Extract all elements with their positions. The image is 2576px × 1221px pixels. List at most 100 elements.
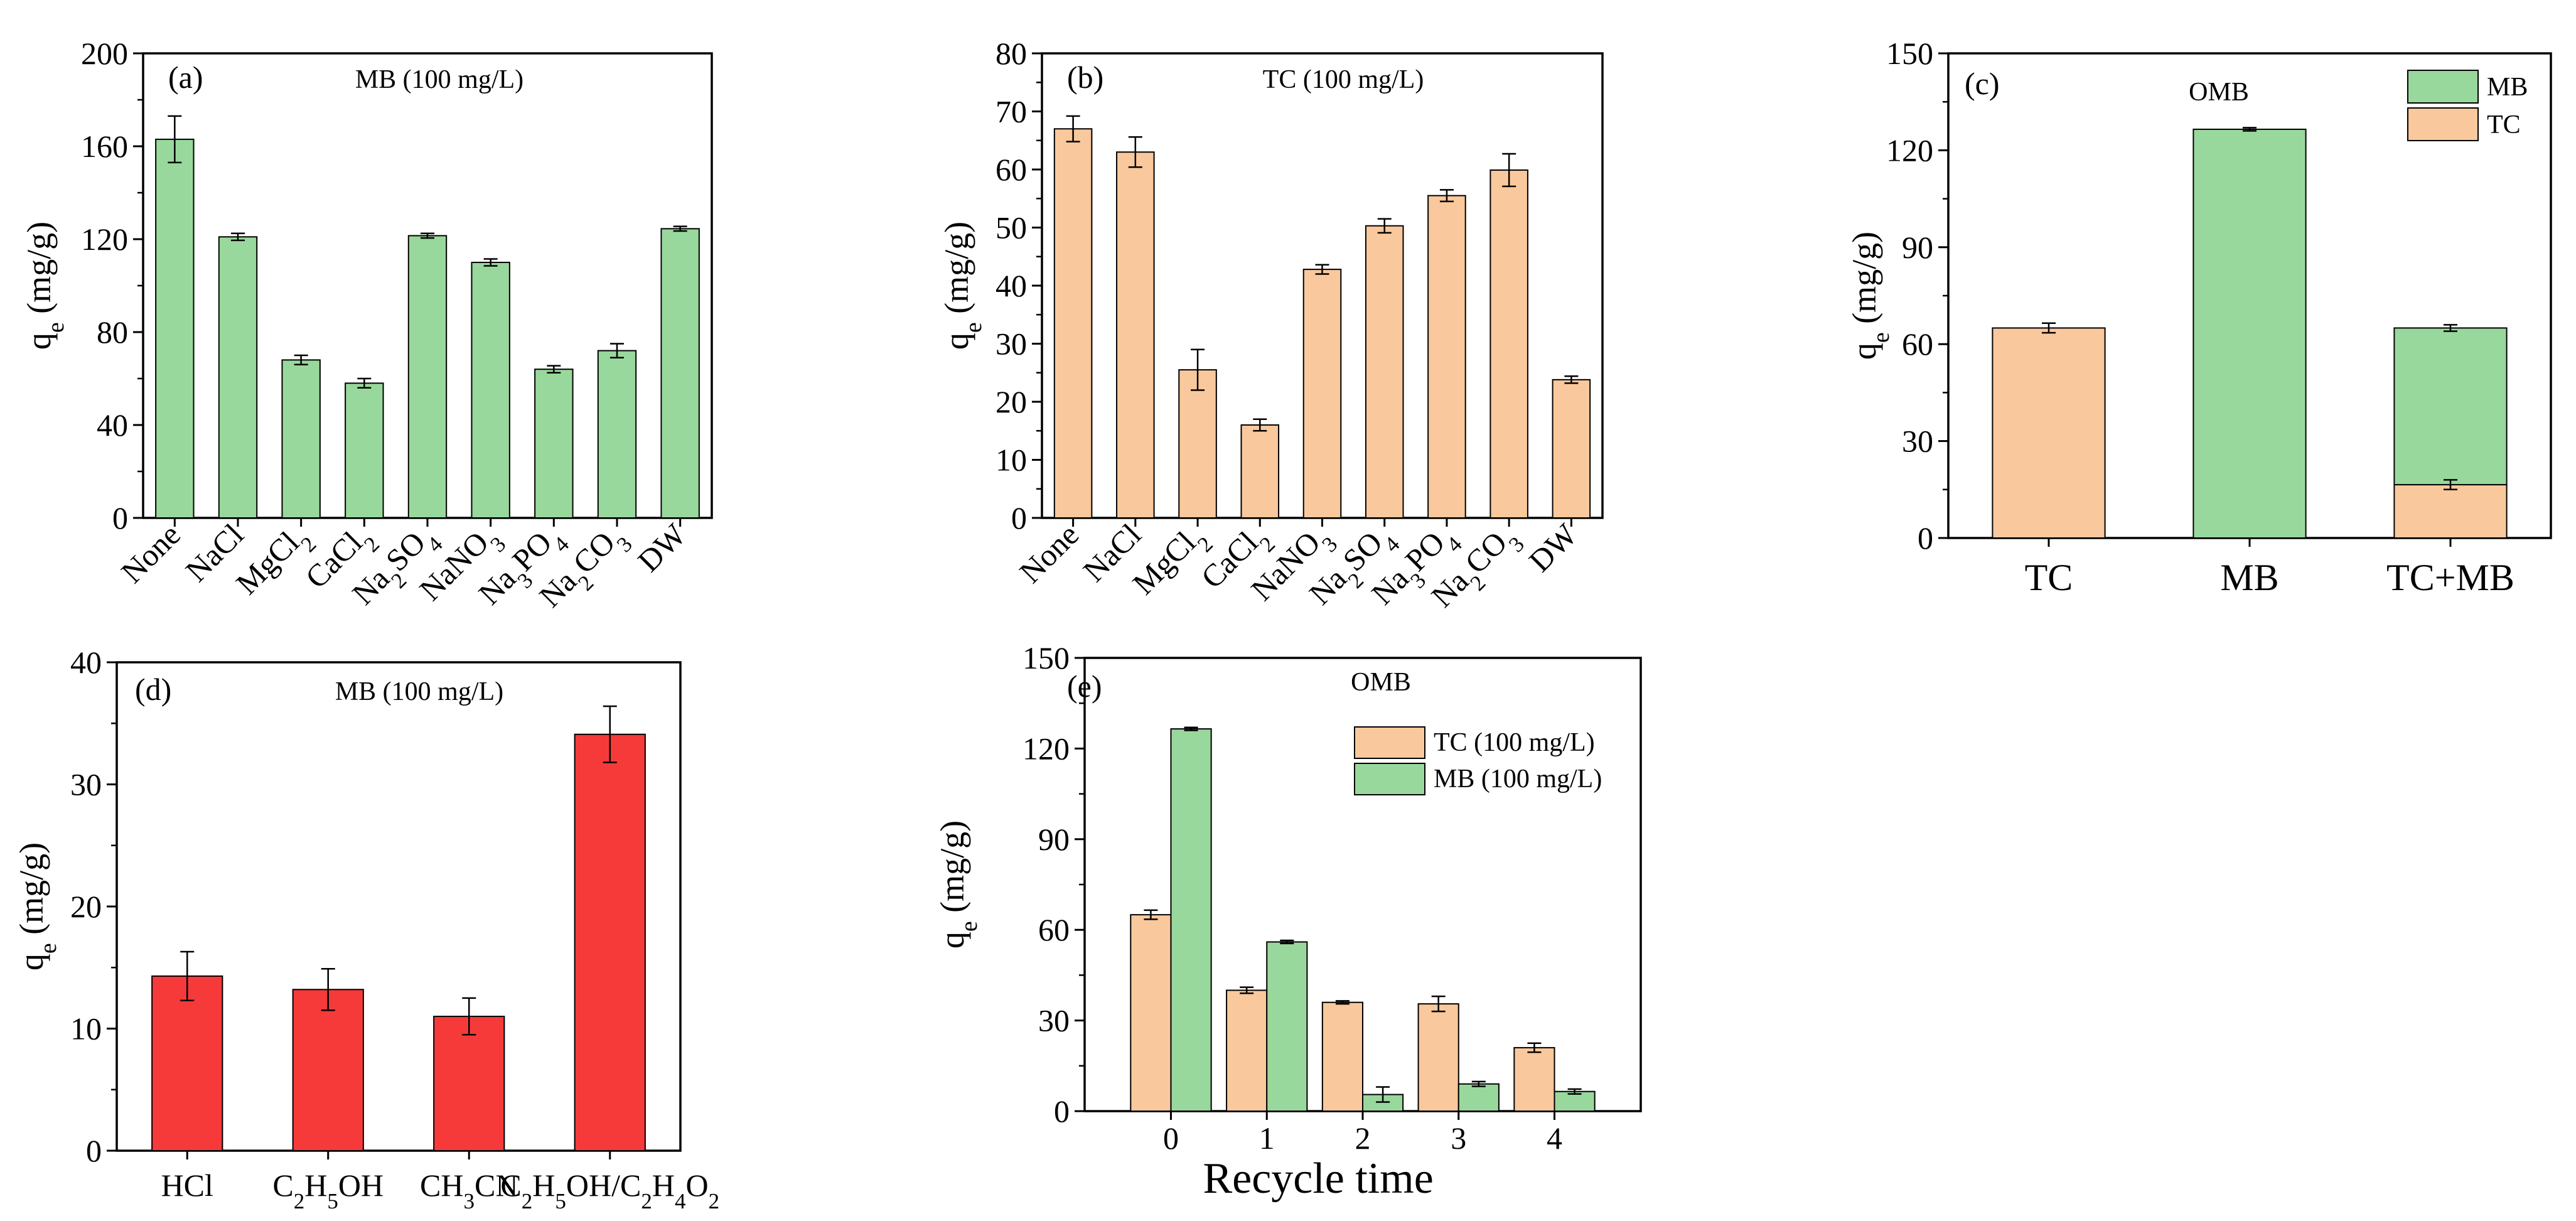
y-axis-label: qe (mg/g) [13, 842, 62, 971]
panel-label: (d) [135, 672, 171, 707]
label-part: H [652, 1168, 675, 1203]
label-part: 2 [641, 1189, 652, 1213]
label-part: CH [420, 1168, 463, 1203]
y-tick-label: 160 [81, 129, 128, 164]
x-tick-label: 4 [1547, 1121, 1562, 1156]
label-part: Na [471, 561, 522, 611]
bar-4 [574, 733, 646, 1151]
y-tick-label: 90 [1038, 822, 1070, 857]
annotation: OMB [2189, 78, 2249, 107]
bar-6 [471, 262, 510, 519]
category-label: DW [1522, 517, 1584, 579]
label-part: 5 [327, 1189, 338, 1213]
y-tick-label: 70 [996, 94, 1027, 129]
bar-9 [660, 228, 700, 519]
label-part: 5 [555, 1189, 566, 1213]
x-tick-label: 3 [1451, 1121, 1466, 1156]
category-label: MB [2220, 557, 2278, 598]
label-part: DW [631, 517, 693, 579]
bar-mb-0 [1170, 728, 1212, 1112]
bar-7 [1427, 195, 1466, 519]
legend-entry: MB [2487, 73, 2528, 102]
label-part: DW [1522, 517, 1584, 579]
label-part: 2 [294, 1189, 305, 1213]
bar-TC-3 [2393, 484, 2508, 539]
legend-swatch-mb [1354, 763, 1425, 795]
category-label: CH3CN [420, 1168, 518, 1213]
annotation: MB (100 mg/L) [355, 65, 523, 94]
x-tick-label: 0 [1163, 1121, 1179, 1156]
y-tick-label: 60 [1902, 326, 1933, 362]
label-part: 2 [709, 1189, 720, 1213]
ylabel-sub: e [35, 943, 62, 954]
legend-entry: TC [2487, 110, 2521, 139]
category-label: Na2CO3 [532, 517, 636, 621]
ylabel-main: q [20, 333, 58, 350]
bar-TC-1 [1992, 327, 2106, 539]
y-tick-label: 120 [81, 222, 128, 257]
y-tick-label: 0 [1918, 520, 1933, 556]
annotation: MB (100 mg/L) [335, 677, 503, 706]
ylabel-main: q [938, 333, 975, 350]
category-label: HCl [161, 1168, 213, 1203]
category-label: TC [2025, 557, 2073, 598]
label-part: H [304, 1168, 327, 1203]
bar-tc-2 [1321, 1001, 1363, 1112]
y-tick-label: 40 [97, 407, 128, 443]
legend-swatch-MB [2407, 70, 2479, 104]
bar-5 [1302, 269, 1342, 519]
y-tick-label: 80 [97, 315, 128, 350]
panel-label: (a) [168, 60, 203, 95]
bar-tc-3 [1417, 1003, 1459, 1112]
bar-3 [1178, 369, 1217, 519]
bar-7 [534, 368, 574, 519]
y-tick-label: 80 [996, 36, 1027, 71]
bar-2 [1116, 151, 1155, 519]
y-tick-label: 20 [70, 889, 102, 924]
bar-tc-1 [1226, 989, 1268, 1112]
y-tick-label: 30 [996, 326, 1027, 362]
x-axis-label: Recycle time [1203, 1154, 1433, 1203]
panel-b: 01020304050607080NoneNaClMgCl2CaCl2NaNO3… [938, 36, 1604, 614]
legend-entry: MB (100 mg/L) [1434, 765, 1602, 793]
label-part: 4 [675, 1189, 686, 1213]
label-part: CO [1458, 525, 1514, 581]
y-tick-label: 50 [996, 210, 1027, 245]
y-tick-label: 40 [70, 645, 102, 680]
y-tick-label: 150 [1886, 36, 1933, 71]
annotation: OMB [1351, 668, 1411, 697]
legend-swatch-tc [1354, 726, 1425, 759]
panel-a: 04080120160200NoneNaClMgCl2CaCl2Na2SO4Na… [20, 36, 713, 621]
category-label: TC+MB [2386, 557, 2514, 598]
category-label: C2H5OH [272, 1168, 384, 1213]
panel-label: (b) [1067, 60, 1103, 95]
y-tick-label: 30 [1038, 1003, 1070, 1038]
label-part: HCl [161, 1168, 213, 1203]
bar-1 [151, 975, 223, 1151]
y-tick-label: 90 [1902, 230, 1933, 265]
label-part: Na [1302, 561, 1353, 611]
ylabel-main: q [933, 932, 971, 949]
bar-mb-1 [1266, 941, 1308, 1112]
y-tick-label: 10 [70, 1011, 102, 1046]
bar-tc-0 [1130, 914, 1172, 1112]
y-tick-label: 120 [1886, 132, 1933, 168]
y-tick-label: 150 [1022, 640, 1070, 675]
panel-label: (c) [1965, 66, 2000, 101]
label-part: Na [1365, 561, 1415, 611]
label-part: Na [1424, 563, 1475, 614]
label-part: CO [566, 525, 622, 581]
x-tick-label: 2 [1355, 1121, 1371, 1156]
label-part: PO [505, 525, 559, 578]
bar-1 [155, 138, 195, 519]
legend-swatch-TC [2407, 107, 2479, 141]
label-part: C [500, 1168, 521, 1203]
label-part: 2 [522, 1189, 533, 1213]
bar-mb-3 [1457, 1083, 1500, 1112]
bar-8 [1489, 169, 1528, 519]
bar-1 [1053, 128, 1093, 519]
bar-MB-2 [2192, 128, 2307, 539]
bar-3 [281, 359, 321, 519]
ylabel-rest: (mg/g) [933, 820, 971, 921]
